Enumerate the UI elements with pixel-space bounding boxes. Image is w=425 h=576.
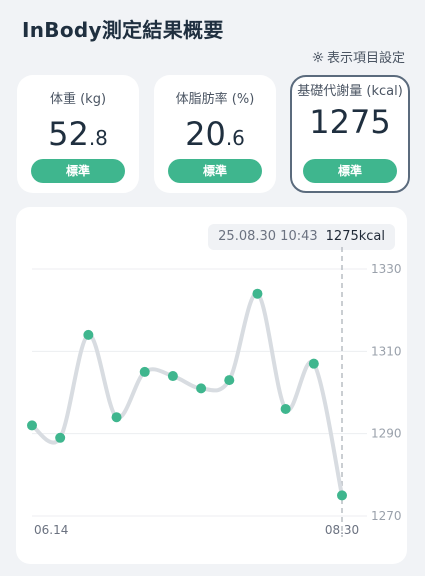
data-point[interactable]: [337, 490, 347, 501]
tooltip-value: 1275kcal: [325, 229, 385, 244]
body-fat-card[interactable]: 体脂肪率 (%) 20.6 標準: [154, 75, 276, 193]
data-point[interactable]: [308, 358, 319, 369]
weight-value: 52.8: [48, 115, 108, 153]
weight-card[interactable]: 体重 (kg) 52.8 標準: [17, 75, 139, 193]
y-tick-label: 1330: [371, 262, 402, 276]
weight-label: 体重 (kg): [49, 92, 107, 107]
x-tick-label: 08.30: [325, 523, 359, 537]
y-tick-label: 1270: [371, 509, 402, 523]
display-settings-link[interactable]: 表示項目設定: [312, 47, 405, 66]
weight-status-badge: 標準: [31, 159, 125, 183]
data-point[interactable]: [224, 375, 235, 386]
bmr-status-badge: 標準: [303, 159, 397, 183]
body-fat-value: 20.6: [185, 115, 245, 153]
body-fat-label: 体脂肪率 (%): [175, 92, 255, 107]
data-point[interactable]: [139, 366, 150, 377]
bmr-label: 基礎代謝量 (kcal): [297, 84, 403, 99]
bmr-value: 1275: [309, 103, 391, 141]
data-point[interactable]: [280, 403, 291, 414]
data-point[interactable]: [27, 420, 37, 431]
data-point[interactable]: [55, 432, 66, 443]
display-settings-label: 表示項目設定: [326, 51, 405, 66]
data-point[interactable]: [196, 383, 207, 394]
y-tick-label: 1310: [371, 344, 402, 358]
data-point[interactable]: [111, 412, 122, 423]
bmr-line-chart[interactable]: 1270 1290 1310 1330 06.14 08.30: [16, 207, 407, 564]
gear-icon: [312, 51, 324, 62]
series-line: [30, 291, 344, 498]
bmr-chart-panel: 25.08.30 10:43 1275kcal 1270 1290 1310 1330 0…: [16, 207, 407, 564]
x-tick-label: 06.14: [34, 523, 68, 537]
page-title: InBody測定結果概要: [22, 18, 224, 42]
data-point[interactable]: [83, 329, 94, 340]
data-point[interactable]: [252, 288, 263, 299]
tooltip-datetime: 25.08.30 10:43: [218, 229, 318, 244]
bmr-card[interactable]: 基礎代謝量 (kcal) 1275 標準: [290, 75, 410, 193]
y-tick-label: 1290: [371, 427, 402, 441]
chart-tooltip: 25.08.30 10:43 1275kcal: [208, 224, 395, 250]
data-point[interactable]: [167, 371, 178, 382]
body-fat-status-badge: 標準: [168, 159, 262, 183]
